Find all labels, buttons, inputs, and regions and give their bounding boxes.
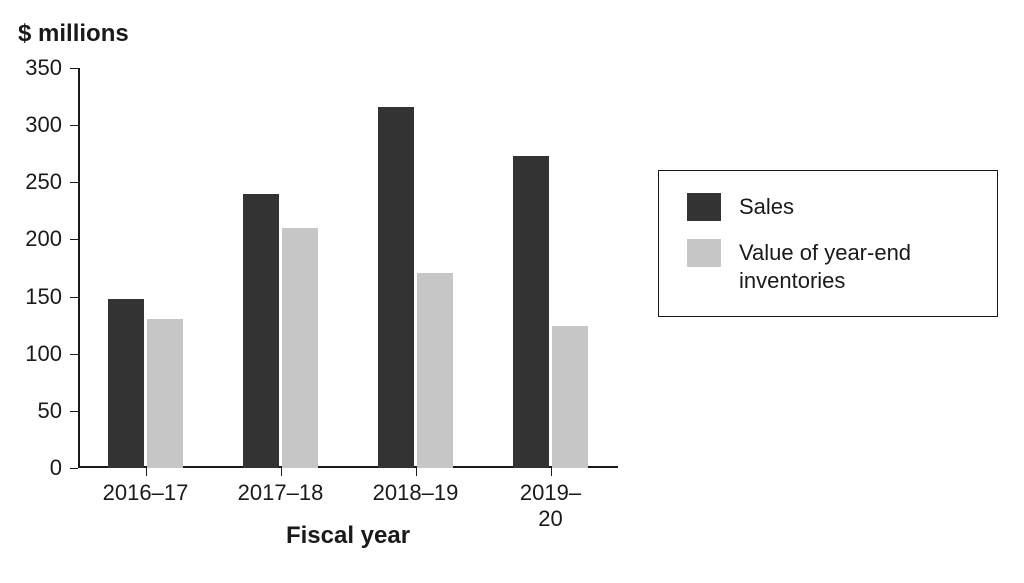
legend-label: Sales — [739, 193, 794, 221]
y-tick-mark — [70, 239, 78, 240]
y-tick-label: 150 — [12, 284, 62, 310]
bar-inventories — [282, 228, 318, 468]
x-tick-mark — [551, 468, 552, 476]
y-tick-label: 250 — [12, 169, 62, 195]
x-tick-mark — [416, 468, 417, 476]
x-axis-title: Fiscal year — [78, 522, 618, 550]
legend-item: Value of year-end inventories — [687, 239, 969, 294]
y-tick-mark — [70, 182, 78, 183]
x-tick-label: 2016–17 — [103, 480, 189, 506]
bar-sales — [513, 156, 549, 468]
y-axis-line — [78, 68, 80, 468]
plot-area: 0501001502002503003502016–172017–182018–… — [78, 68, 618, 468]
y-tick-label: 100 — [12, 341, 62, 367]
y-tick-mark — [70, 297, 78, 298]
y-tick-label: 50 — [12, 398, 62, 424]
y-tick-mark — [70, 468, 78, 469]
bar-sales — [378, 107, 414, 468]
legend-item: Sales — [687, 193, 969, 221]
y-axis-title: $ millions — [18, 20, 129, 48]
y-tick-label: 300 — [12, 112, 62, 138]
y-tick-label: 350 — [12, 55, 62, 81]
y-tick-label: 0 — [12, 455, 62, 481]
chart-container: $ millions 0501001502002503003502016–172… — [0, 0, 1024, 583]
x-tick-mark — [281, 468, 282, 476]
x-tick-label: 2017–18 — [238, 480, 324, 506]
bar-inventories — [147, 319, 183, 468]
legend-swatch — [687, 193, 721, 221]
y-tick-mark — [70, 354, 78, 355]
legend-swatch — [687, 239, 721, 267]
x-tick-mark — [146, 468, 147, 476]
legend: Sales Value of year-end inventories — [658, 170, 998, 317]
bar-inventories — [417, 273, 453, 468]
y-tick-mark — [70, 68, 78, 69]
bar-sales — [243, 194, 279, 468]
bar-inventories — [552, 326, 588, 468]
y-tick-label: 200 — [12, 226, 62, 252]
y-tick-mark — [70, 411, 78, 412]
y-tick-mark — [70, 125, 78, 126]
x-tick-label: 2018–19 — [373, 480, 459, 506]
legend-label: Value of year-end inventories — [739, 239, 959, 294]
bar-sales — [108, 299, 144, 468]
